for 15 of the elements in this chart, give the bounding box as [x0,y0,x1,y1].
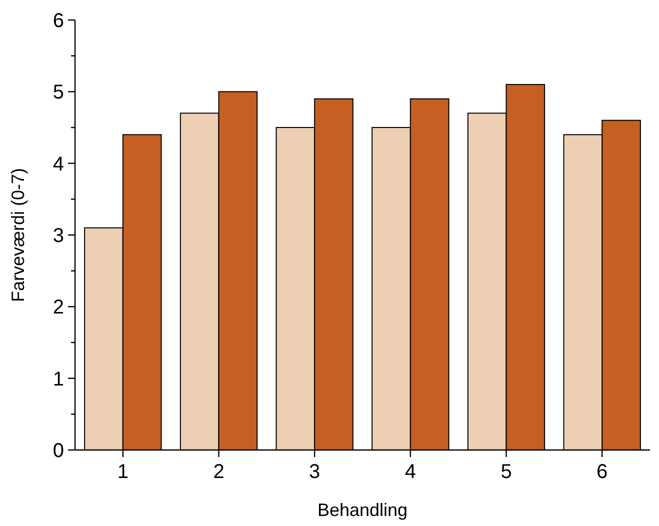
y-tick-label: 4 [52,153,64,176]
y-tick-label: 1 [52,368,64,390]
y-tick-label: 5 [52,82,64,104]
y-tick-label: 3 [52,225,64,247]
x-axis-title: Behandling [317,500,408,520]
y-tick-label: 6 [52,10,64,32]
y-tick-label: 2 [52,296,64,319]
x-tick-label: 2 [213,461,224,483]
x-tick-label: 4 [404,461,416,483]
x-tick-label: 1 [117,461,128,483]
x-tick-label: 3 [309,461,320,483]
x-tick-label: 6 [596,461,608,483]
y-tick-label: 0 [52,440,64,462]
y-axis-title: Farveværdi (0-7) [8,168,28,302]
x-tick-label: 5 [500,461,512,483]
